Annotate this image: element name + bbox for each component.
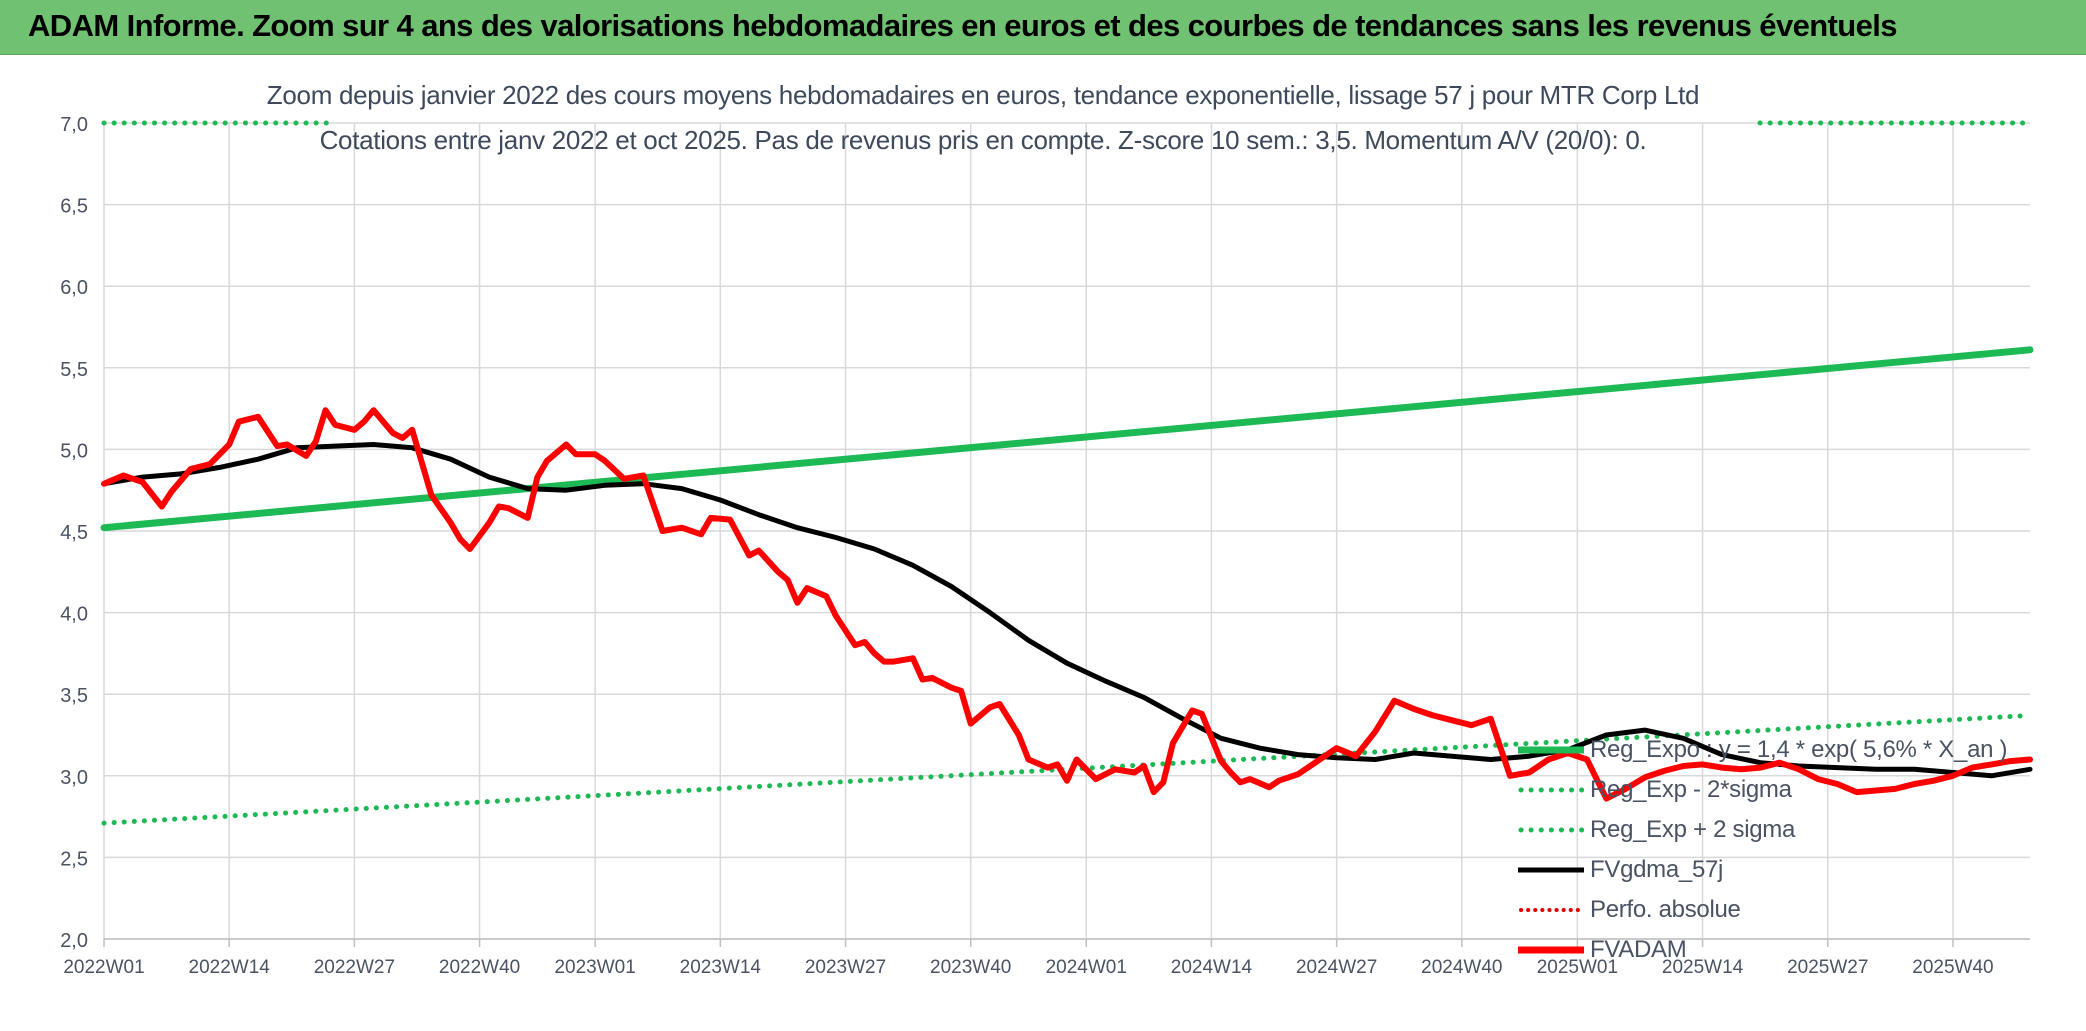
line-chart: 2,0 2,5 3,0 3,5 4,0 4,5 5,0 5,5 6,0 6,5 7,0 2022W01… [60,114,2034,978]
legend-swatch-reg-expo [1518,746,1584,754]
x-tick-label: 2024W14 [1171,957,1253,978]
series-fvadam [101,407,2033,802]
x-tick-label: 2025W01 [1537,957,1618,978]
y-tick-label: 2,5 [60,848,88,870]
report-banner: ADAM Informe. Zoom sur 4 ans des valoris… [0,0,2086,55]
x-tick-label: 2024W27 [1296,957,1377,978]
x-tick-label: 2023W27 [805,957,886,978]
legend-item-perfo-absolue: Perfo. absolue [1514,890,2054,930]
x-tick-label: 2025W40 [1912,957,1993,978]
y-tick-label: 4,5 [60,522,88,544]
y-tick-label: 3,0 [60,767,88,789]
x-tick-label: 2023W14 [680,957,762,978]
x-tick-label: 2022W27 [314,957,395,978]
chart-subtitle: Cotations entre janv 2022 et oct 2025. P… [319,125,1647,155]
chart-legend: Reg_Expo : y = 1,4 * exp( 5,6% * X_an ) … [1514,730,2054,970]
legend-label-fvadam: FVADAM [1590,936,1687,963]
y-tick-label: 7,0 [60,114,88,136]
series-fvgdma-57j [101,442,2033,779]
series-reg-expo [100,346,2034,532]
legend-item-reg-minus-2sigma: Reg_Exp - 2*sigma [1514,770,2054,810]
y-tick-label: 3,5 [60,685,88,707]
legend-swatch-fvadam [1518,946,1584,954]
y-tick-label: 6,5 [60,196,88,218]
legend-label-reg-plus-2sigma: Reg_Exp + 2 sigma [1590,816,1796,843]
y-tick-label: 6,0 [60,277,88,299]
y-tick-label: 5,0 [60,440,88,462]
x-tick-label: 2023W40 [930,957,1011,978]
legend-item-fvadam: FVADAM [1514,930,2054,970]
chart-title: Zoom depuis janvier 2022 des cours moyen… [266,80,1700,110]
legend-item-reg-expo: Reg_Expo : y = 1,4 * exp( 5,6% * X_an ) [1514,730,2054,770]
legend-item-reg-plus-2sigma: Reg_Exp + 2 sigma [1514,810,2054,850]
x-tick-label: 2025W14 [1662,957,1744,978]
series-reg-minus-2sigma [101,712,2033,826]
y-tick-label: 4,0 [60,604,88,626]
x-tick-label: 2024W40 [1421,957,1502,978]
report-title: ADAM Informe. Zoom sur 4 ans des valoris… [28,8,1898,43]
legend-swatch-reg-plus-2sigma [1518,827,1584,833]
legend-item-fvgdma: FVgdma_57j [1514,850,2054,890]
x-tick-label: 2022W01 [63,957,144,978]
chart-area: 2,0 2,5 3,0 3,5 4,0 4,5 5,0 5,5 6,0 6,5 7,0 2022W01… [0,54,2086,1031]
legend-label-reg-expo: Reg_Expo : y = 1,4 * exp( 5,6% * X_an ) [1590,736,2008,763]
legend-swatch-fvgdma [1518,867,1584,873]
legend-label-reg-minus-2sigma: Reg_Exp - 2*sigma [1590,776,1792,803]
legend-swatch-reg-minus-2sigma [1518,787,1584,793]
y-tick-label: 5,5 [60,359,88,381]
x-tick-label: 2022W14 [189,957,271,978]
legend-swatch-perfo-absolue [1519,908,1584,912]
x-tick-label: 2023W01 [554,957,635,978]
x-tick-label: 2024W01 [1046,957,1127,978]
y-tick-label: 2,0 [60,930,88,952]
legend-label-perfo-absolue: Perfo. absolue [1590,896,1741,923]
x-tick-label: 2025W27 [1787,957,1868,978]
x-tick-label: 2022W40 [439,957,520,978]
legend-label-fvgdma: FVgdma_57j [1590,856,1724,883]
